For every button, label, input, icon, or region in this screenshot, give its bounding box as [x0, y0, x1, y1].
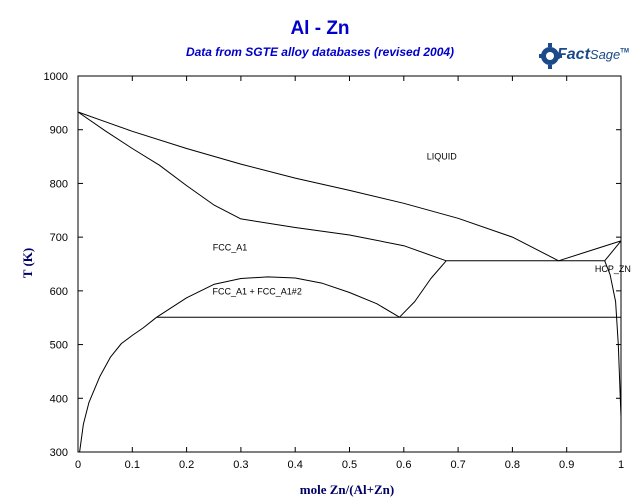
y-tick-label: 900	[50, 125, 68, 137]
region-labels: LIQUID FCC_A1 FCC_A1 + FCC_A1#2 HCP_ZN	[213, 151, 631, 296]
x-tick-label: 0.4	[288, 459, 303, 471]
x-axis: 0 0.1 0.2 0.3 0.4 0.5 0.6 0.7 0.8 0.9 1	[75, 76, 624, 471]
x-tick-label: 0.2	[179, 459, 194, 471]
x-tick-label: 1	[618, 459, 624, 471]
plot-area	[77, 75, 622, 453]
phase-boundary-9	[79, 316, 158, 453]
logo-fact: Fact	[557, 46, 590, 63]
x-tick-label: 0.7	[450, 459, 465, 471]
x-tick-label: 0.1	[125, 459, 140, 471]
x-tick-label: 0.8	[505, 459, 520, 471]
x-tick-label: 0.3	[233, 459, 248, 471]
y-tick-label: 400	[50, 393, 68, 405]
phase-boundary-7	[156, 276, 400, 318]
x-tick-label: 0.5	[342, 459, 357, 471]
y-tick-label: 700	[50, 232, 68, 244]
region-label: FCC_A1	[213, 243, 248, 253]
phase-boundary-10	[604, 260, 622, 418]
chart-subtitle: Data from SGTE alloy databases (revised …	[185, 45, 455, 59]
phase-boundary-2	[77, 111, 447, 262]
y-axis-label: T (K)	[20, 248, 35, 278]
logo-text: FactSageTM	[557, 46, 629, 64]
region-label: LIQUID	[427, 151, 458, 161]
y-tick-label: 300	[50, 447, 68, 459]
x-axis-label: mole Zn/(Al+Zn)	[300, 482, 394, 497]
y-tick-label: 500	[50, 340, 68, 352]
factsage-logo: FactSageTM	[539, 40, 629, 72]
y-tick-label: 800	[50, 178, 68, 190]
phase-boundary-3	[558, 240, 622, 262]
plot-frame	[77, 75, 622, 453]
phase-boundary-6	[399, 260, 447, 318]
x-tick-label: 0	[75, 459, 81, 471]
y-tick-label: 600	[50, 286, 68, 298]
y-axis: 300 400 500 600 700 800 900 1000	[44, 71, 621, 459]
logo-sage: Sage	[589, 47, 621, 62]
region-label: HCP_ZN	[595, 264, 631, 274]
phase-boundary-4	[604, 240, 622, 262]
logo-gear-icon	[539, 43, 562, 69]
chart-title: Al - Zn	[290, 18, 350, 39]
y-tick-label: 1000	[44, 71, 68, 83]
logo-tm: TM	[620, 48, 629, 55]
region-label: FCC_A1 + FCC_A1#2	[213, 287, 302, 297]
phase-boundary-1	[77, 111, 559, 262]
phase-boundaries	[77, 111, 622, 453]
x-tick-label: 0.6	[396, 459, 411, 471]
x-tick-label: 0.9	[559, 459, 574, 471]
